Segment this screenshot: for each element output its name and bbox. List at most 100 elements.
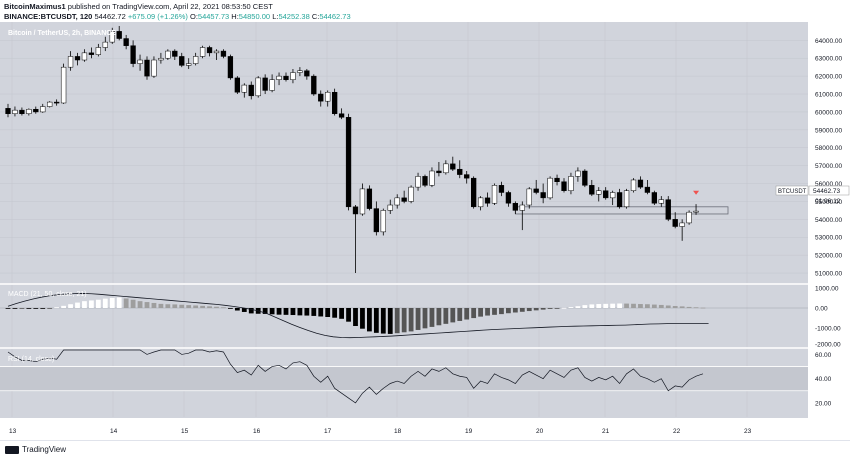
- candle[interactable]: [443, 163, 449, 174]
- tradingview-logo[interactable]: TradingView: [5, 445, 66, 454]
- candle[interactable]: [672, 219, 678, 227]
- chart-area[interactable]: 51000.00 52000.00 53000.00 54000.00 55000.00…: [0, 22, 850, 440]
- candle[interactable]: [589, 185, 595, 195]
- candle[interactable]: [33, 108, 39, 113]
- candle[interactable]: [484, 197, 491, 204]
- candle[interactable]: [255, 77, 261, 97]
- candle[interactable]: [123, 38, 129, 46]
- candle[interactable]: [283, 75, 289, 80]
- candle[interactable]: [450, 163, 456, 170]
- candle[interactable]: [26, 108, 32, 114]
- candle[interactable]: [95, 47, 101, 55]
- candle[interactable]: [359, 188, 366, 215]
- candle[interactable]: [19, 109, 25, 114]
- candle[interactable]: [151, 59, 157, 77]
- candle[interactable]: [227, 56, 234, 79]
- candle[interactable]: [637, 179, 644, 188]
- candle[interactable]: [526, 188, 532, 206]
- candle[interactable]: [144, 59, 150, 77]
- candle[interactable]: [241, 84, 247, 93]
- candle[interactable]: [81, 52, 88, 61]
- candle[interactable]: [297, 70, 303, 73]
- candle[interactable]: [603, 190, 609, 199]
- rsi-pane[interactable]: [0, 349, 808, 404]
- candle[interactable]: [686, 211, 692, 224]
- candle[interactable]: [547, 177, 553, 199]
- candle[interactable]: [575, 170, 581, 177]
- macd-pane[interactable]: [0, 293, 808, 339]
- candle[interactable]: [179, 56, 185, 66]
- main-price-pane[interactable]: [5, 26, 729, 274]
- candle[interactable]: [415, 176, 421, 188]
- candle[interactable]: [533, 188, 539, 193]
- candle[interactable]: [582, 170, 588, 186]
- candle[interactable]: [269, 79, 275, 91]
- candle[interactable]: [373, 208, 380, 233]
- candle[interactable]: [12, 109, 18, 114]
- candle[interactable]: [88, 52, 95, 55]
- candle[interactable]: [290, 72, 296, 80]
- candle[interactable]: [408, 186, 414, 202]
- candle[interactable]: [457, 168, 463, 175]
- candle[interactable]: [644, 186, 651, 193]
- candle[interactable]: [596, 190, 602, 195]
- candle[interactable]: [158, 57, 164, 61]
- candle[interactable]: [67, 56, 74, 68]
- candle[interactable]: [54, 101, 60, 104]
- candle[interactable]: [519, 204, 525, 211]
- candle[interactable]: [74, 56, 81, 61]
- author-name[interactable]: BitcoinMaximus1: [4, 2, 66, 11]
- candle[interactable]: [332, 91, 338, 114]
- candle[interactable]: [610, 192, 616, 199]
- candle[interactable]: [345, 117, 352, 208]
- candle[interactable]: [616, 192, 623, 208]
- candle[interactable]: [422, 176, 428, 186]
- candle[interactable]: [130, 45, 136, 64]
- candle[interactable]: [651, 192, 658, 204]
- candle[interactable]: [186, 63, 192, 66]
- candle[interactable]: [116, 31, 122, 39]
- candle[interactable]: [505, 192, 512, 204]
- candle[interactable]: [172, 50, 178, 57]
- candle[interactable]: [276, 75, 282, 80]
- candle[interactable]: [436, 170, 442, 174]
- candle[interactable]: [561, 181, 567, 191]
- candle[interactable]: [311, 75, 317, 95]
- candle[interactable]: [464, 174, 470, 179]
- candle[interactable]: [40, 106, 46, 113]
- candle[interactable]: [262, 77, 268, 91]
- candle[interactable]: [665, 199, 671, 220]
- candle[interactable]: [206, 47, 213, 54]
- candle[interactable]: [394, 197, 400, 206]
- candle[interactable]: [429, 170, 435, 186]
- candle[interactable]: [658, 199, 664, 204]
- candle[interactable]: [401, 197, 407, 202]
- candle[interactable]: [304, 70, 310, 77]
- candle[interactable]: [338, 113, 345, 118]
- candle[interactable]: [47, 101, 53, 107]
- candle[interactable]: [498, 185, 505, 193]
- candle[interactable]: [220, 50, 227, 57]
- candle[interactable]: [693, 210, 699, 213]
- candle[interactable]: [234, 77, 240, 93]
- candle[interactable]: [199, 47, 206, 57]
- candle[interactable]: [387, 204, 393, 211]
- candle[interactable]: [5, 108, 11, 114]
- candle[interactable]: [213, 50, 220, 54]
- candle[interactable]: [325, 91, 331, 102]
- candle[interactable]: [352, 206, 359, 215]
- candle[interactable]: [102, 41, 108, 48]
- candle[interactable]: [623, 190, 630, 208]
- candle[interactable]: [491, 185, 498, 204]
- candle[interactable]: [471, 177, 477, 208]
- candle[interactable]: [679, 222, 685, 227]
- candle[interactable]: [248, 84, 254, 97]
- candle[interactable]: [380, 210, 386, 233]
- candle[interactable]: [137, 59, 143, 64]
- candle[interactable]: [60, 66, 67, 104]
- candle[interactable]: [193, 56, 199, 64]
- candle[interactable]: [512, 202, 519, 211]
- candle[interactable]: [109, 31, 115, 43]
- candle[interactable]: [366, 188, 373, 209]
- candle[interactable]: [630, 179, 637, 191]
